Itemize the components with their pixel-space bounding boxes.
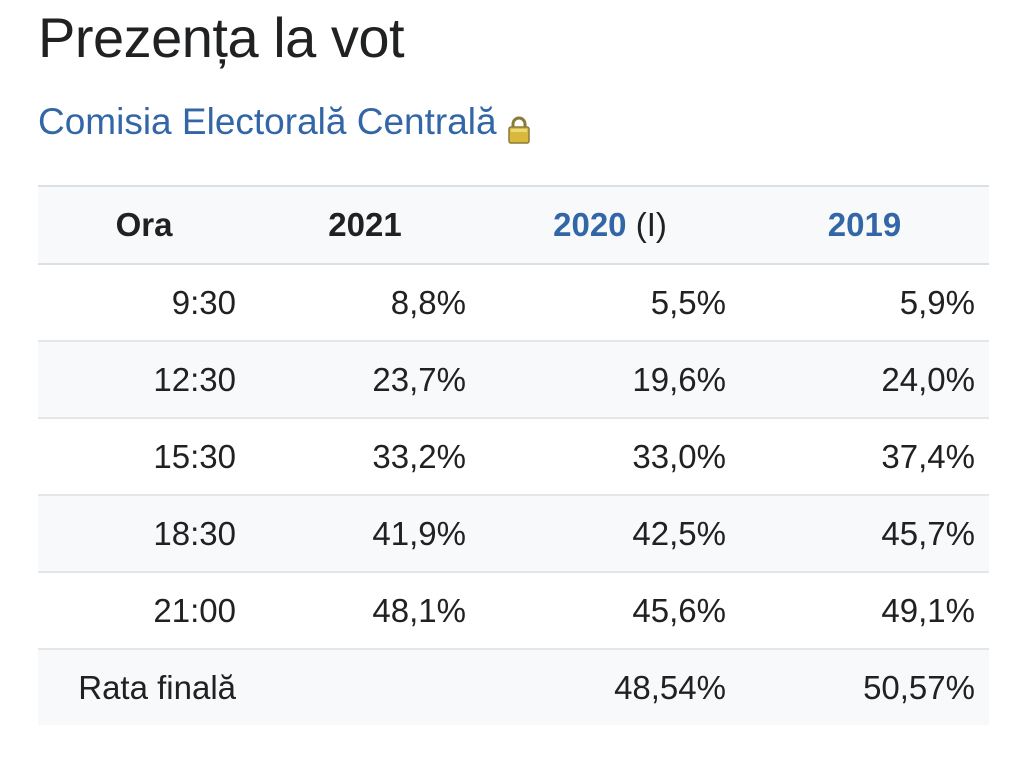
cell-2020: 33,0% (480, 418, 740, 496)
cell-2021: 41,9% (250, 495, 480, 573)
year-2019-link[interactable]: 2019 (827, 206, 902, 243)
final-rate-2021 (250, 649, 480, 725)
header-2019: 2019 (740, 185, 989, 265)
cell-2019: 45,7% (740, 495, 989, 573)
source-link-label[interactable]: Comisia Electorală Centrală (38, 101, 497, 142)
cell-hour: 15:30 (38, 418, 250, 496)
page-title: Prezența la vot (38, 6, 405, 69)
cell-hour: 18:30 (38, 495, 250, 573)
cell-2021: 48,1% (250, 572, 480, 650)
cell-2019: 5,9% (740, 264, 989, 342)
table-header-row: Ora 2021 2020 (I) 2019 (38, 185, 989, 265)
cell-2019: 24,0% (740, 341, 989, 419)
cell-2019: 37,4% (740, 418, 989, 496)
cell-2020: 19,6% (480, 341, 740, 419)
lock-icon (507, 109, 531, 144)
cell-2019: 49,1% (740, 572, 989, 650)
cell-2020: 42,5% (480, 495, 740, 573)
final-rate-2020: 48,54% (480, 649, 740, 725)
final-rate-row: Rata finală 48,54% 50,57% (38, 649, 989, 725)
table-row: 18:30 41,9% 42,5% 45,7% (38, 495, 989, 573)
cell-hour: 21:00 (38, 572, 250, 650)
cell-hour: 12:30 (38, 341, 250, 419)
table-row: 21:00 48,1% 45,6% 49,1% (38, 572, 989, 650)
cell-2020: 5,5% (480, 264, 740, 342)
final-rate-label: Rata finală (38, 649, 250, 725)
cell-hour: 9:30 (38, 264, 250, 342)
header-hour: Ora (38, 185, 250, 265)
turnout-table: Ora 2021 2020 (I) 2019 9:30 8,8% 5,5% 5,… (38, 185, 989, 725)
source-link[interactable]: Comisia Electorală Centrală (38, 98, 531, 146)
table-row: 15:30 33,2% 33,0% 37,4% (38, 418, 989, 496)
table-row: 12:30 23,7% 19,6% 24,0% (38, 341, 989, 419)
table-row: 9:30 8,8% 5,5% 5,9% (38, 264, 989, 342)
cell-2020: 45,6% (480, 572, 740, 650)
final-rate-2019: 50,57% (740, 649, 989, 725)
year-2020-link[interactable]: 2020 (553, 206, 627, 243)
header-2020: 2020 (I) (480, 185, 740, 265)
header-2020-note: (I) (635, 206, 667, 243)
cell-2021: 33,2% (250, 418, 480, 496)
cell-2021: 8,8% (250, 264, 480, 342)
header-2021: 2021 (250, 185, 480, 265)
cell-2021: 23,7% (250, 341, 480, 419)
